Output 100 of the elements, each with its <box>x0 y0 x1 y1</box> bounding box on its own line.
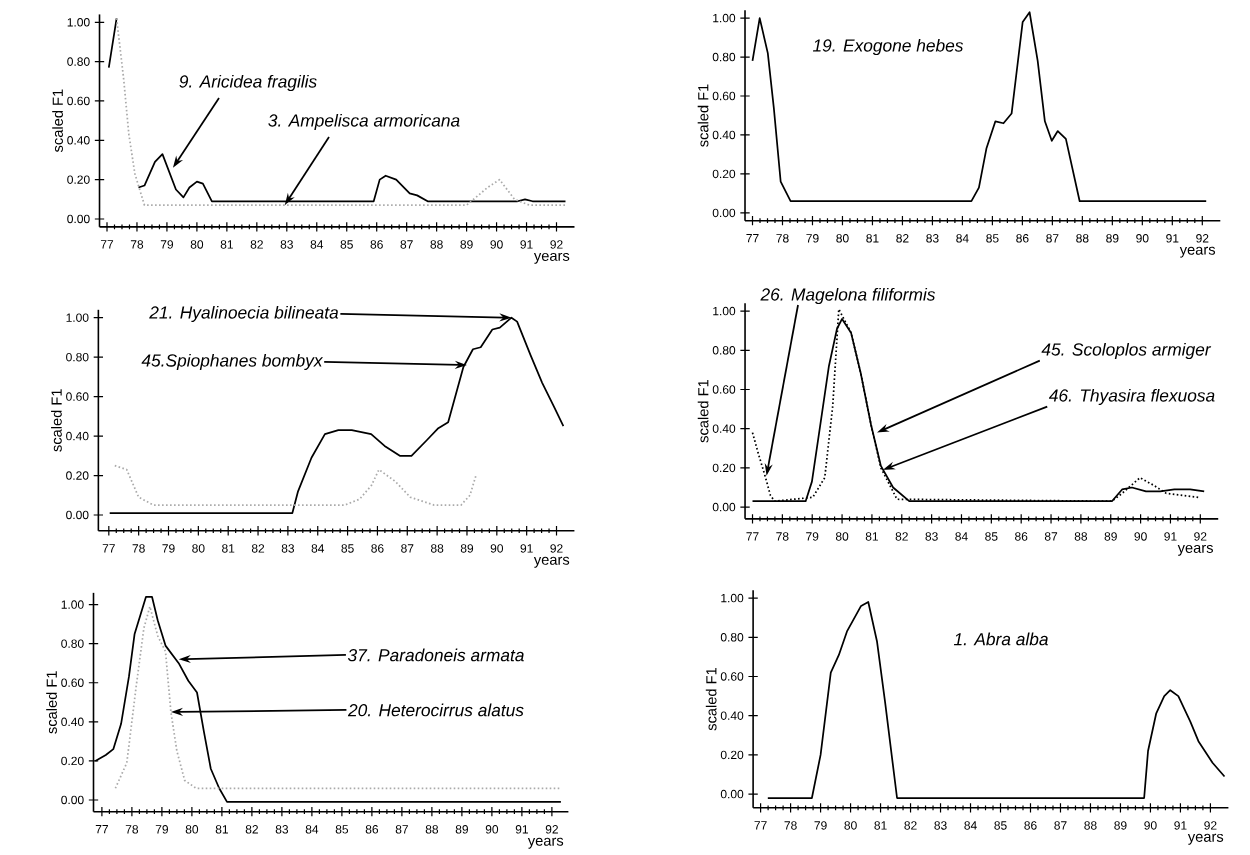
x-tick-label: 84 <box>305 825 319 834</box>
annotation: 19. Exogone hebes <box>812 38 964 56</box>
x-tick-label: 80 <box>836 234 849 243</box>
x-tick-label: 92 <box>1204 821 1217 830</box>
x-tick-label: 82 <box>250 240 263 249</box>
x-tick-label: 78 <box>776 234 789 243</box>
annotation: 20. Heterocirrus alatus <box>347 703 524 717</box>
x-tick-label: 88 <box>425 825 439 834</box>
y-tick-label: 1.00 <box>67 18 90 27</box>
x-axis-title: years <box>527 837 564 849</box>
y-tick-label: 0.00 <box>712 208 736 218</box>
x-tick-label: 92 <box>545 825 558 834</box>
x-tick-label: 79 <box>806 234 819 243</box>
x-tick-label: 80 <box>185 825 199 834</box>
y-tick-label: 0.00 <box>720 789 744 799</box>
x-tick-label: 80 <box>190 240 204 249</box>
x-tick-label: 87 <box>395 825 408 834</box>
y-tick-label: 0.20 <box>720 750 744 760</box>
x-tick-label: 77 <box>95 825 108 834</box>
x-tick-label: 83 <box>281 544 295 553</box>
x-tick-label: 82 <box>245 825 258 834</box>
line-series <box>751 11 1208 203</box>
x-tick-label: 83 <box>926 234 939 243</box>
x-tick-label: 83 <box>934 821 947 830</box>
annotation: 26. Magelona filiformis <box>760 287 936 305</box>
x-tick-label: 90 <box>485 825 499 834</box>
x-tick-label: 91 <box>520 544 533 553</box>
y-axis-title: scaled F1 <box>46 671 57 734</box>
y-axis-title: scaled F1 <box>697 379 709 443</box>
annotation: 37. Paradoneis armata <box>347 648 524 662</box>
x-tick-label: 89 <box>460 544 474 553</box>
x-tick-label: 84 <box>311 544 325 553</box>
y-tick-label: 0.40 <box>67 136 90 145</box>
y-tick-label: 1.00 <box>713 13 736 23</box>
x-tick-label: 89 <box>1114 821 1127 830</box>
x-tick-label: 90 <box>1144 821 1157 830</box>
y-tick-label: 1.00 <box>721 593 744 603</box>
x-tick-label: 79 <box>814 821 827 830</box>
x-tick-label: 87 <box>400 240 413 249</box>
x-tick-label: 77 <box>746 234 759 243</box>
x-tick-label: 78 <box>132 544 145 553</box>
x-tick-label: 78 <box>776 532 789 541</box>
x-tick-label: 82 <box>896 234 909 243</box>
line-series <box>766 601 1226 799</box>
x-tick-label: 80 <box>835 532 849 541</box>
x-tick-label: 89 <box>460 240 473 249</box>
x-tick-label: 85 <box>341 544 354 553</box>
x-tick-label: 87 <box>401 544 414 553</box>
x-tick-label: 79 <box>162 544 175 553</box>
y-tick-label: 0.80 <box>712 346 736 355</box>
x-tick-label: 91 <box>515 825 528 834</box>
line-series <box>113 464 477 506</box>
x-axis-title: years <box>1177 544 1213 556</box>
x-tick-label: 78 <box>125 825 139 834</box>
annotation: 46. Thyasira flexuosa <box>1048 388 1215 406</box>
y-axis-title: scaled F1 <box>697 84 709 147</box>
y-axis-title: scaled F1 <box>52 89 63 153</box>
x-tick-label: 92 <box>1196 234 1209 243</box>
x-tick-label: 89 <box>455 825 468 834</box>
y-tick-label: 0.20 <box>67 175 90 184</box>
x-tick-label: 81 <box>222 544 235 553</box>
x-tick-label: 86 <box>371 544 384 553</box>
y-tick-label: 0.40 <box>61 717 84 727</box>
x-tick-label: 86 <box>1015 532 1028 541</box>
y-tick-label: 0.80 <box>67 57 90 66</box>
x-tick-label: 89 <box>1104 532 1117 541</box>
x-axis-title: years <box>533 556 570 568</box>
y-axis-title: scaled F1 <box>51 389 62 452</box>
y-tick-label: 1.00 <box>713 306 736 316</box>
x-tick-label: 85 <box>985 532 998 541</box>
y-tick-label: 0.20 <box>712 463 736 473</box>
y-tick-label: 0.20 <box>66 471 89 480</box>
x-tick-label: 89 <box>1106 234 1119 243</box>
x-tick-label: 86 <box>370 240 383 249</box>
x-tick-label: 87 <box>1054 821 1067 830</box>
x-tick-label: 83 <box>275 825 289 834</box>
x-tick-label: 79 <box>806 532 819 541</box>
x-tick-label: 82 <box>904 821 917 830</box>
x-tick-label: 87 <box>1046 234 1059 243</box>
x-tick-label: 82 <box>251 544 265 553</box>
x-tick-label: 88 <box>1084 821 1097 830</box>
x-tick-label: 91 <box>1174 821 1187 830</box>
x-tick-label: 88 <box>1076 234 1089 243</box>
y-tick-label: 0.40 <box>66 431 89 441</box>
y-tick-label: 1.00 <box>66 313 89 322</box>
x-tick-label: 86 <box>1024 821 1037 830</box>
x-tick-label: 85 <box>986 234 999 243</box>
annotation: 21. Hyalinoecia bilineata <box>149 305 339 323</box>
x-tick-label: 90 <box>490 544 504 553</box>
y-tick-label: 0.20 <box>61 756 84 766</box>
y-tick-label: 0.00 <box>67 214 90 224</box>
x-tick-label: 85 <box>335 825 349 834</box>
x-tick-label: 77 <box>754 821 767 830</box>
x-tick-label: 78 <box>130 240 144 249</box>
y-tick-label: 0.60 <box>712 385 736 394</box>
annotation: 9. Aricidea fragilis <box>179 74 317 92</box>
x-tick-label: 85 <box>340 240 353 249</box>
x-tick-label: 82 <box>895 532 908 541</box>
x-tick-label: 88 <box>1074 532 1088 541</box>
x-tick-label: 90 <box>490 240 503 249</box>
